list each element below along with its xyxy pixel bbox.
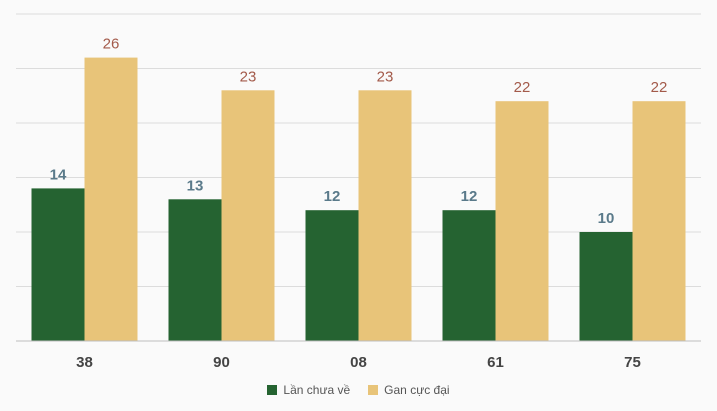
legend-swatch-series-1 — [267, 385, 278, 395]
data-label-series-2-08: 23 — [377, 68, 394, 85]
data-label-series-2-90: 23 — [240, 68, 257, 85]
x-tick-label: 38 — [76, 354, 93, 371]
data-label-series-1-75: 10 — [598, 210, 615, 227]
legend-item-series-1[interactable]: Lần chưa về — [267, 383, 350, 397]
data-label-series-2-61: 22 — [514, 79, 531, 96]
data-label-series-2-75: 22 — [651, 79, 668, 96]
bar-series-1-90[interactable] — [168, 199, 222, 341]
x-tick-label: 08 — [350, 354, 367, 371]
bar-series-2-08[interactable] — [358, 90, 412, 341]
data-label-series-1-08: 12 — [324, 188, 341, 205]
bar-series-2-90[interactable] — [221, 90, 275, 341]
x-tick-label: 75 — [624, 354, 641, 371]
legend-label-series-1: Lần chưa về — [283, 383, 351, 397]
legend-item-series-2[interactable]: Gan cực đại — [368, 383, 450, 397]
x-tick-label: 90 — [213, 354, 230, 371]
data-label-series-1-90: 13 — [187, 177, 204, 194]
bar-series-2-61[interactable] — [495, 101, 549, 341]
legend: Lần chưa về Gan cực đại — [0, 383, 717, 397]
data-label-series-2-38: 26 — [103, 36, 120, 53]
legend-swatch-series-2 — [368, 385, 379, 395]
bar-series-2-38[interactable] — [84, 57, 138, 341]
data-label-series-1-38: 14 — [50, 166, 67, 183]
data-label-series-1-61: 12 — [461, 188, 478, 205]
x-tick-label: 61 — [487, 354, 504, 371]
bar-series-2-75[interactable] — [632, 101, 686, 341]
bar-series-1-38[interactable] — [31, 188, 85, 341]
bar-series-1-61[interactable] — [442, 210, 496, 341]
bar-series-1-75[interactable] — [579, 232, 633, 341]
legend-label-series-2: Gan cực đại — [384, 383, 450, 397]
bar-series-1-08[interactable] — [305, 210, 359, 341]
